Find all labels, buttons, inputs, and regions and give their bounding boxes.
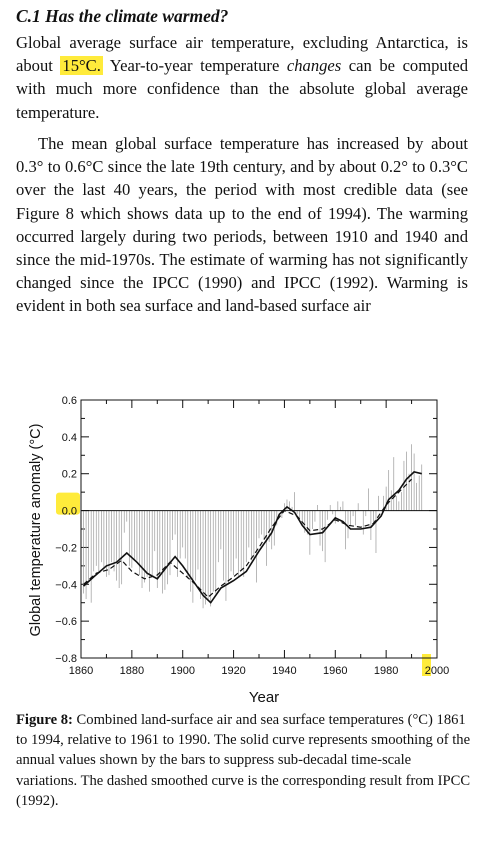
axes-ticks [80, 399, 438, 659]
paragraph-2: The mean global surface temperature has … [16, 134, 468, 316]
paragraph-1-text-c: can be computed with much more confidenc… [16, 56, 469, 122]
y-tick-label: −0.2 [55, 542, 77, 554]
y-axis-label: Global temperature anomaly (°C) [28, 424, 44, 637]
y-tick-label: 0.6 [62, 395, 77, 407]
paragraph-1-text-b: Year-to-year temperature [102, 56, 287, 76]
x-tick-label: 1980 [374, 665, 398, 677]
x-tick-label: 1880 [120, 665, 144, 677]
x-tick-label: 1860 [69, 665, 93, 677]
tick-highlights [56, 492, 431, 676]
solid-smoothed-curve [82, 471, 422, 604]
section-heading: C.1 Has the climate warmed? [16, 6, 229, 26]
y-tick-label: −0.8 [55, 653, 77, 665]
x-tick-label: 2000 [425, 665, 449, 677]
y-tick-label: 0.0 [62, 506, 77, 518]
caption-text: Combined land-surface air and sea surfac… [16, 712, 471, 809]
x-axis-label: Year [249, 689, 279, 706]
emphasized-word: changes [286, 56, 342, 76]
y-tick-label: 0.2 [62, 469, 77, 481]
x-tick-label: 1900 [170, 665, 194, 677]
paragraph-1-text-a: Global average surface air temperature, … [16, 33, 468, 76]
x-tick-label: 1960 [323, 665, 347, 677]
y-tick-label: 0.4 [62, 432, 77, 444]
x-tick-highlight [422, 654, 431, 676]
dashed-smoothed-curve [83, 478, 413, 599]
y-tick-highlight [56, 492, 80, 515]
y-tick-label: −0.6 [55, 616, 77, 628]
figure-caption: Figure 8: Combined land-surface air and … [16, 710, 471, 811]
annual-bars [83, 444, 423, 609]
paragraph-1: Global average surface air temperature, … [16, 31, 468, 124]
y-tick-label: −0.4 [55, 579, 77, 591]
figure-label: Figure 8: [16, 712, 73, 728]
x-tick-label: 1920 [221, 665, 245, 677]
x-tick-label: 1940 [272, 665, 296, 677]
highlighted-temperature: 15°C. [60, 56, 103, 76]
